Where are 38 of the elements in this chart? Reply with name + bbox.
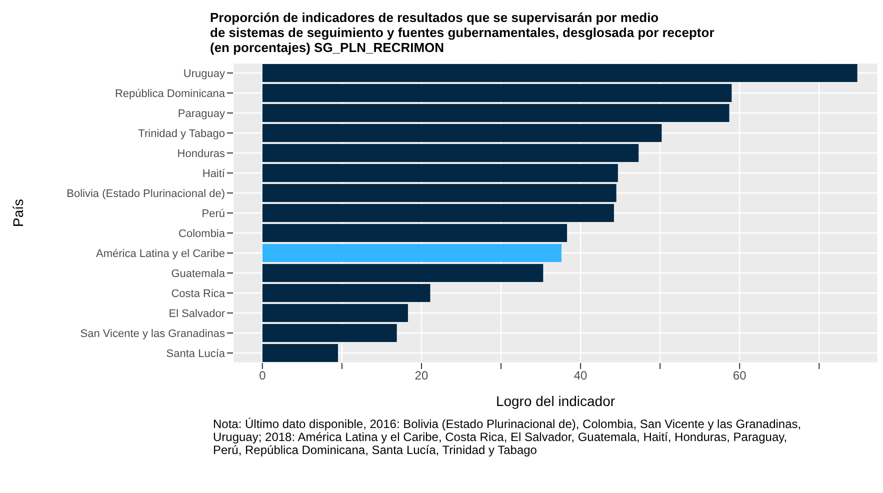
y-tick-label: América Latina y el Caribe [96,248,225,260]
bar [262,144,639,162]
x-tick-label: 60 [732,368,747,383]
y-tick-label: Santa Lucía [166,348,226,360]
bar [262,84,732,102]
y-tick-label: Colombia [178,228,226,240]
chart-title: Proporción de indicadores de resultados que se supervisarán por medio de sistemas de seguimiento y fuentes gubernamentales, desglosada por receptor (en porcentajes) SG_PLN_RECRIMON [210,10,716,55]
text: Nota: Último dato disponible, 2016: Bolivia (Estado Plurinacional de), Colombia, San Vicente y las Granadinas, Uruguay; 2018: América Latina y el Caribe, Costa Rica, El Salvador, Guatemala, Haití, Honduras, Paraguay, Perú, República Dominicana, Santa Lucía, Trinidad y Tabago [213,417,802,457]
bar [262,324,397,342]
bar [262,104,730,122]
y-tick-label: Guatemala [171,268,226,280]
x-tick-label: 0 [259,368,266,383]
y-tick-label: San Vicente y las Granadinas [80,328,226,340]
bar [262,124,662,142]
x-tick-label: 20 [414,368,428,383]
y-tick-label: El Salvador [168,308,226,320]
y-tick-label: Bolivia (Estado Plurinacional de) [66,188,225,200]
y-tick-label: Honduras [177,148,226,160]
x-axis-title: Logro del indicador [496,393,616,409]
y-axis-title: País [10,198,26,228]
y-tick-label: Costa Rica [171,288,226,300]
bar [262,284,430,302]
bar [262,164,618,182]
bar [262,244,562,262]
bar [262,344,338,362]
y-tick-label: Paraguay [178,108,226,120]
bar [262,304,408,322]
y-tick-label: Trinidad y Tabago [138,128,225,140]
x-tick-label: 40 [574,368,588,383]
bar [262,204,614,222]
y-tick-label: República Dominicana [114,88,226,100]
y-tick-label: Perú [202,208,225,220]
y-tick-label: Uruguay [183,68,226,80]
bar [262,184,616,202]
y-tick-label: Haití [202,168,226,180]
bar [262,264,544,282]
bar [262,224,568,242]
bar [262,64,858,82]
